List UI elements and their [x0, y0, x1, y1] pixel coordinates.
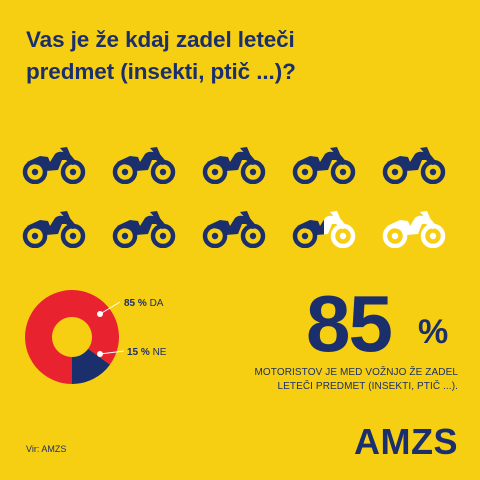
motorcycle-icon [112, 208, 176, 249]
motorcycle-icon [382, 144, 446, 185]
motorcycle-icon [202, 208, 266, 249]
motorcycle-icon [292, 144, 356, 185]
pie-label-ne: 15 % NE [127, 347, 167, 358]
leader-da [97, 301, 121, 317]
leader-ne [97, 350, 125, 357]
title-line-2: predmet (insekti, ptič ...)? [26, 59, 296, 84]
pie-slice-da [24, 290, 119, 384]
headline-percent: % [418, 313, 449, 351]
page-title: Vas je že kdaj zadel leteči predmet (ins… [26, 24, 466, 88]
title-line-1: Vas je že kdaj zadel leteči [26, 27, 295, 52]
motorcycle-pictogram [22, 144, 472, 264]
amzs-logo: AMZS [354, 421, 458, 462]
headline-number: 85 [306, 279, 393, 368]
pie-slice-ne [72, 348, 111, 384]
caption-line-1: MOTORISTOV JE MED VOŽNJO ŽE ZADEL [254, 367, 458, 378]
motorcycle-icon [22, 208, 86, 249]
caption-line-2: LETEČI PREDMET (INSEKTI, PTIČ ...). [277, 381, 458, 392]
source-note: Vir: AMZS [26, 444, 67, 454]
motorcycle-icon [112, 144, 176, 185]
donut-chart [24, 290, 125, 384]
motorcycle-icon [22, 144, 86, 185]
motorcycle-icon [202, 144, 266, 185]
motorcycle-icon [292, 208, 356, 248]
motorcycle-icon [382, 208, 446, 249]
pie-label-da: 85 % DA [124, 298, 164, 309]
headline-caption: MOTORISTOV JE MED VOŽNJO ŽE ZADEL LETEČI… [198, 366, 458, 394]
